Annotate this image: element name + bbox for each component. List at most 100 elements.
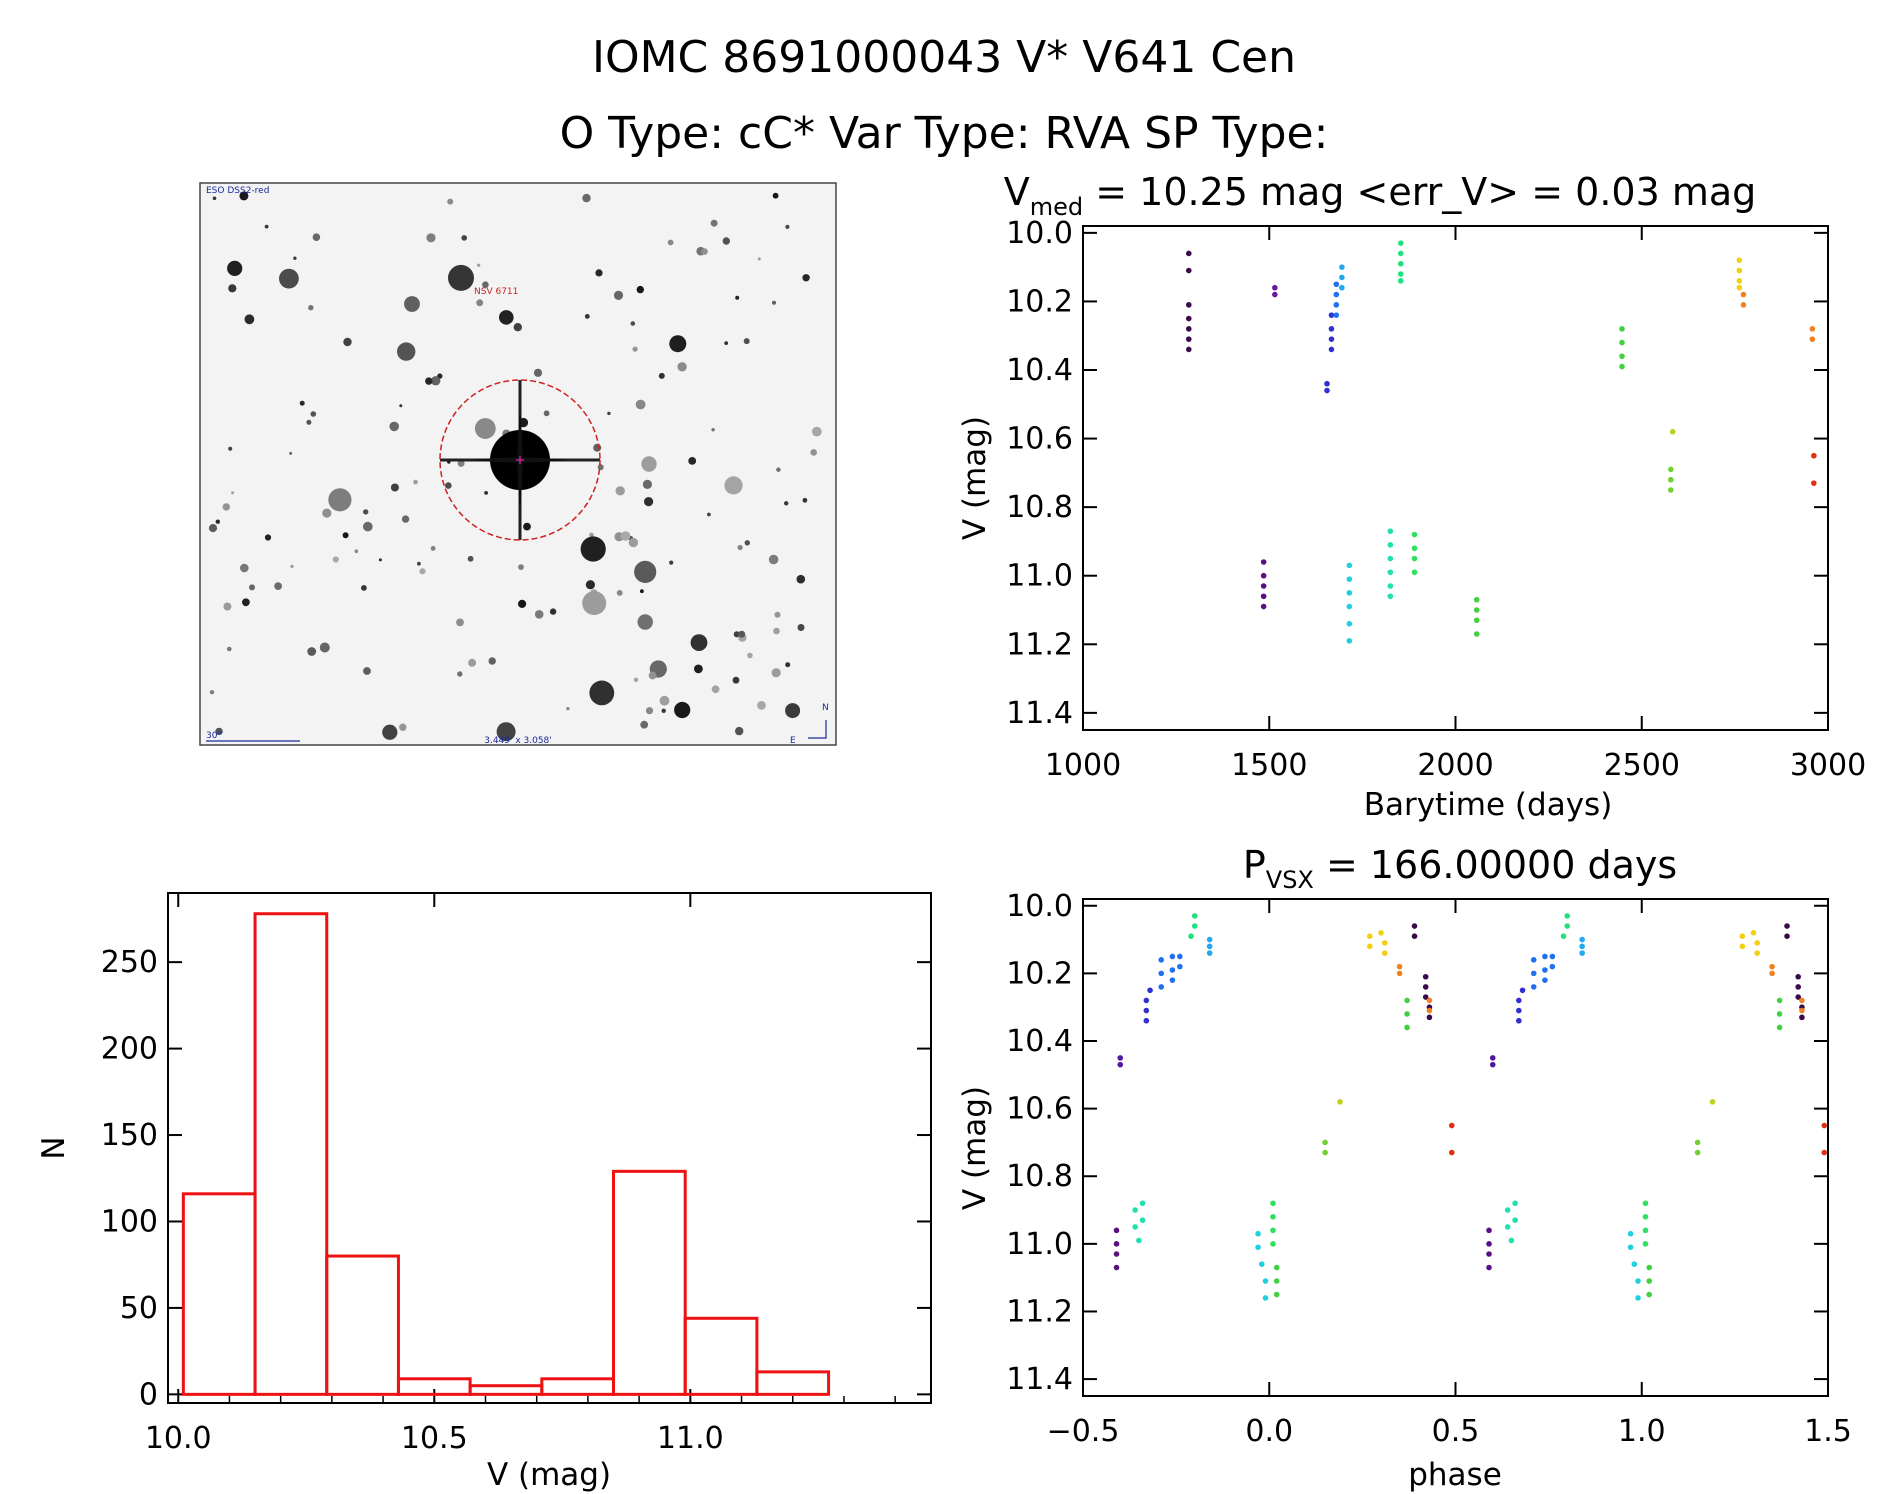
data-point-8-3 xyxy=(1397,271,1404,277)
histogram-bar-2 xyxy=(325,1254,400,1396)
field-star xyxy=(299,400,305,406)
data-point-11-0 xyxy=(1322,1139,1328,1146)
data-point-3-3 xyxy=(1328,326,1335,332)
field-star xyxy=(447,198,454,205)
data-point-10-2 xyxy=(1473,617,1480,624)
data-point-5-0 xyxy=(1339,264,1345,270)
field-star xyxy=(430,546,436,551)
data-point-0-13 xyxy=(1799,1014,1805,1021)
aperture-circle xyxy=(439,379,601,541)
field-star xyxy=(274,582,282,590)
field-star xyxy=(484,491,488,495)
data-point-13-0 xyxy=(1367,933,1373,939)
data-point-14-1 xyxy=(1396,970,1403,977)
field-star xyxy=(595,269,603,277)
field-star xyxy=(722,237,730,245)
data-point-9-1 xyxy=(1411,545,1418,552)
field-star xyxy=(476,299,484,307)
data-point-7-4 xyxy=(1387,583,1394,589)
data-point-4-12 xyxy=(1542,967,1548,973)
data-point-10-4 xyxy=(1619,326,1625,332)
data-point-13-7 xyxy=(1750,930,1757,936)
y-tick-label: 10.6 xyxy=(1006,1092,1073,1127)
field-star xyxy=(319,642,330,653)
field-star xyxy=(419,568,426,575)
data-point-7-3 xyxy=(1139,1217,1146,1223)
field-star xyxy=(425,377,433,385)
field-star xyxy=(785,662,791,668)
data-point-14-1 xyxy=(1740,302,1747,308)
field-star xyxy=(784,501,789,506)
field-star xyxy=(615,486,625,496)
field-star xyxy=(496,722,516,742)
field-star xyxy=(773,627,780,635)
field-star xyxy=(228,446,233,451)
field-star xyxy=(774,611,781,618)
data-point-2-3 xyxy=(1489,1061,1496,1068)
y-tick-label: 100 xyxy=(101,1204,158,1239)
phased-title-rest: = 166.00000 days xyxy=(1314,843,1677,887)
data-point-1-1 xyxy=(1260,572,1267,579)
data-point-14-4 xyxy=(1769,963,1775,970)
y-tick-label: 10.4 xyxy=(1006,1024,1073,1059)
field-star xyxy=(361,585,367,591)
field-star xyxy=(690,634,708,651)
data-point-10-8 xyxy=(1646,1291,1652,1298)
y-tick-label: 10.0 xyxy=(1006,216,1073,251)
data-point-7-5 xyxy=(1387,593,1394,600)
data-point-4-7 xyxy=(1177,963,1183,970)
data-point-6-6 xyxy=(1627,1244,1634,1251)
field-star xyxy=(632,346,638,352)
data-point-4-1 xyxy=(1158,970,1165,977)
phased-title-sub: VSX xyxy=(1266,866,1314,894)
x-tick-label: 1000 xyxy=(1045,748,1121,783)
field-star xyxy=(785,703,801,719)
x-tick-label: 2000 xyxy=(1417,748,1493,783)
field-star xyxy=(231,491,235,495)
data-point-9-2 xyxy=(1411,555,1418,562)
data-point-3-1 xyxy=(1143,1007,1150,1014)
data-point-14-5 xyxy=(1769,970,1775,977)
data-point-7-0 xyxy=(1387,528,1394,534)
data-point-1-4 xyxy=(1260,603,1267,610)
phased-points xyxy=(1113,913,1828,1301)
field-star xyxy=(738,630,746,638)
data-point-9-3 xyxy=(1411,569,1418,576)
data-point-3-0 xyxy=(1324,380,1330,387)
data-point-6-1 xyxy=(1255,1244,1261,1251)
field-star xyxy=(426,233,436,243)
data-point-6-1 xyxy=(1346,576,1353,582)
field-star xyxy=(227,646,232,652)
data-point-10-6 xyxy=(1646,1264,1652,1271)
field-star xyxy=(694,664,703,674)
data-point-9-6 xyxy=(1642,1227,1649,1234)
data-point-6-8 xyxy=(1635,1278,1641,1284)
field-star xyxy=(208,524,218,533)
field-star xyxy=(322,508,332,518)
data-point-11-1 xyxy=(1668,476,1674,483)
field-star xyxy=(310,411,317,417)
field-star xyxy=(404,296,420,312)
field-star xyxy=(637,614,653,630)
data-point-4-2 xyxy=(1158,984,1165,990)
data-point-4-4 xyxy=(1169,967,1176,973)
compass-icon xyxy=(808,720,827,739)
y-tick-label: 10.2 xyxy=(1006,284,1073,319)
field-star xyxy=(659,695,670,706)
field-star xyxy=(456,618,464,627)
field-star xyxy=(802,274,810,282)
data-point-1-5 xyxy=(1486,1241,1492,1247)
field-star xyxy=(399,723,407,731)
data-point-0-11 xyxy=(1795,994,1801,1000)
data-point-4-3 xyxy=(1333,312,1340,318)
field-star xyxy=(785,224,790,229)
data-point-3-2 xyxy=(1328,312,1335,318)
data-point-13-2 xyxy=(1736,278,1743,284)
data-point-13-0 xyxy=(1736,257,1743,264)
data-point-5-4 xyxy=(1579,943,1585,950)
data-point-3-5 xyxy=(1328,346,1335,353)
data-point-4-9 xyxy=(1530,970,1537,977)
y-tick-label: 50 xyxy=(120,1291,158,1326)
lightcurve-panel: Vmed = 10.25 mag <err_V> = 0.03 mag 1000… xyxy=(957,170,1866,823)
